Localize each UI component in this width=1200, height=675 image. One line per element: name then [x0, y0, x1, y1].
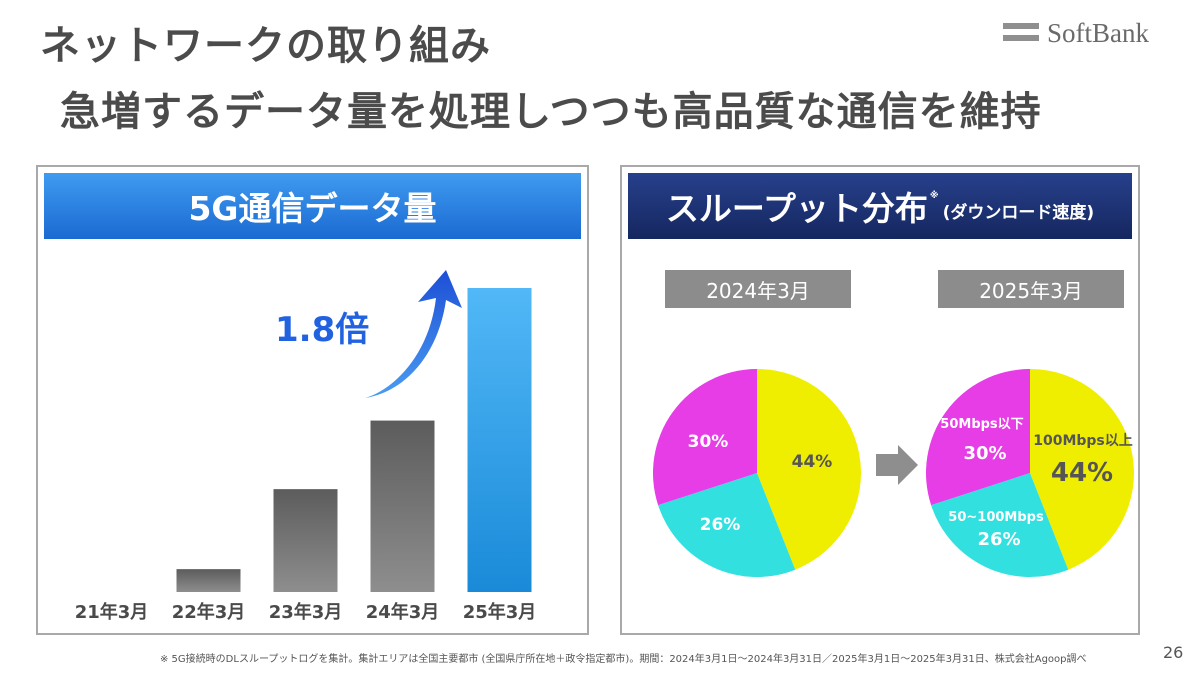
x-tick-label: 25年3月 — [463, 601, 537, 623]
page-title: ネットワークの取り組み — [40, 23, 491, 69]
pie-2025-category-label: 50~100Mbps — [948, 510, 1044, 525]
pie-2025-slice-1 — [931, 473, 1069, 577]
data-volume-header-label: 5G通信データ量 — [188, 189, 437, 228]
throughput-header: スループット分布 ※ (ダウンロード速度) — [628, 173, 1132, 239]
right-arrow-icon — [876, 445, 918, 485]
pie-2025-value-label: 44% — [1051, 458, 1113, 488]
throughput-header-sub: (ダウンロード速度) — [942, 202, 1095, 223]
pie-2025-category-label: 100Mbps以上 — [1033, 433, 1133, 449]
pie-2024-slice-2 — [653, 368, 757, 506]
x-tick-label: 24年3月 — [366, 601, 440, 623]
x-tick-label: 23年3月 — [269, 601, 343, 623]
logo-text: SoftBank — [1047, 18, 1150, 48]
growth-arrow-icon — [365, 270, 462, 398]
pie-2024-value-label: 26% — [700, 515, 741, 535]
bar-22年3月 — [176, 569, 241, 592]
bar-24年3月 — [370, 420, 435, 592]
footnote: ※ 5G接続時のDLスループットログを集計。集計エリアは全国主要都市 (全国県庁… — [160, 654, 1087, 665]
pie-2025-slice-2 — [926, 368, 1030, 506]
throughput-header-note: ※ — [929, 191, 939, 201]
pie-2024-value-label: 44% — [792, 452, 833, 472]
data-volume-header: 5G通信データ量 — [44, 173, 581, 239]
date-label-2025: 2025年3月 — [938, 270, 1124, 308]
throughput-header-label: スループット分布 — [665, 189, 928, 228]
pie-2024-slice-0 — [757, 368, 862, 570]
pie-2025-value-label: 26% — [977, 529, 1020, 550]
pie-2025-slice-0 — [1030, 369, 1134, 570]
growth-label: 1.8倍 — [275, 310, 369, 350]
pie-2024-slice-1 — [658, 473, 796, 577]
pie-2025-value-label: 30% — [963, 443, 1006, 464]
softbank-logo: SoftBank — [1003, 18, 1173, 50]
page-number: 26 — [1163, 643, 1184, 662]
logo-bars-icon — [1003, 23, 1039, 47]
bar-23年3月 — [273, 489, 338, 592]
pie-2025-category-label: 50Mbps以下 — [940, 417, 1023, 432]
x-tick-label: 21年3月 — [75, 601, 149, 623]
bar-25年3月 — [467, 288, 532, 592]
x-tick-label: 22年3月 — [172, 601, 246, 623]
page-subtitle: 急増するデータ量を処理しつつも高品質な通信を維持 — [60, 89, 1042, 135]
pie-2024-value-label: 30% — [688, 432, 729, 452]
date-label-2024: 2024年3月 — [665, 270, 851, 308]
